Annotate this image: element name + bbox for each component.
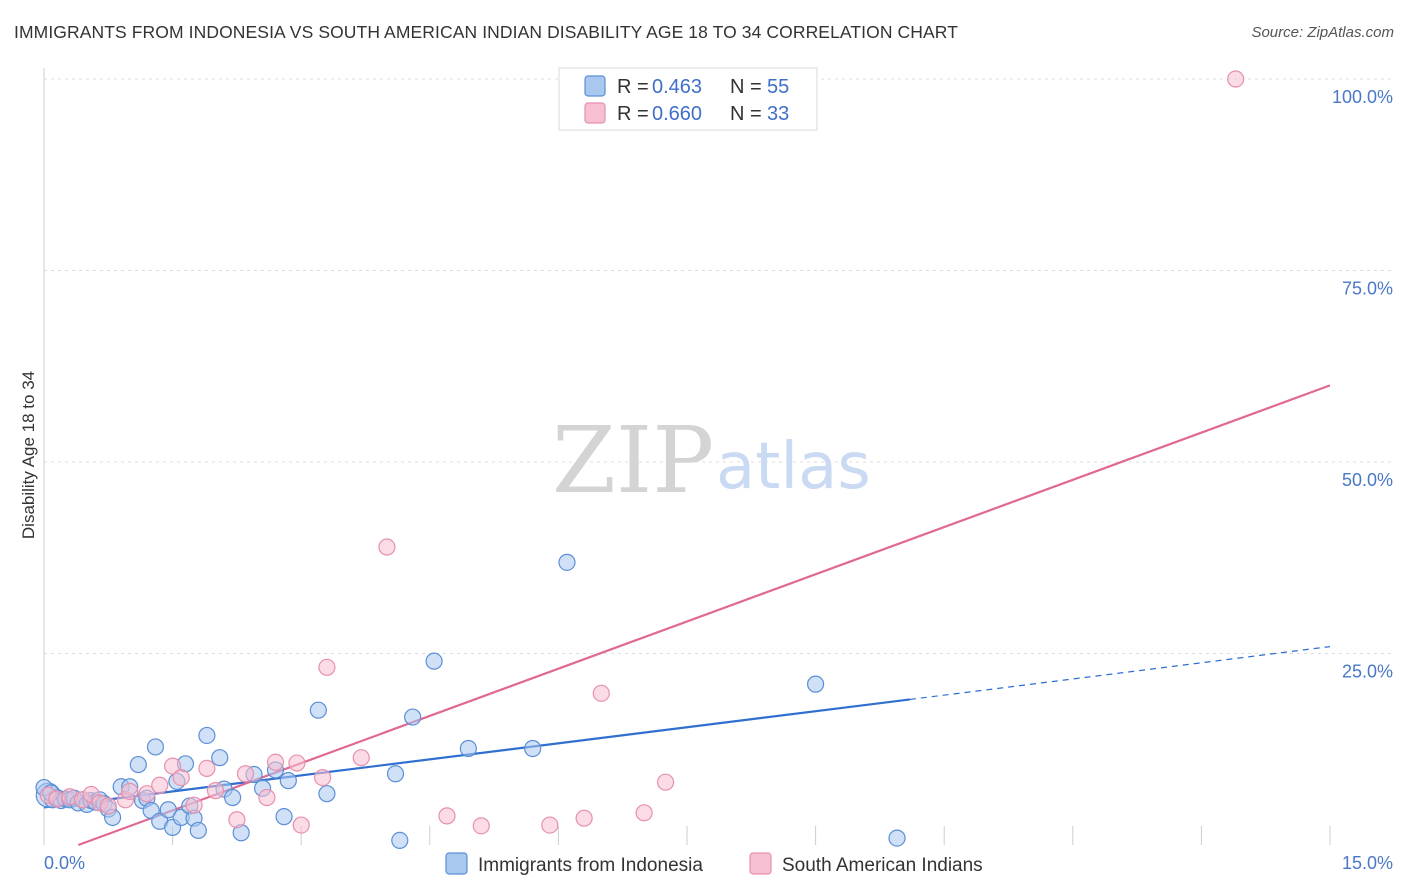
- trend-line-south-american-indian: [77, 384, 1331, 847]
- point-south-american-indian: [292, 816, 310, 834]
- bottom-legend-swatch-pink: [749, 852, 772, 875]
- point-south-american-indian: [99, 797, 117, 815]
- bottom-legend-swatch-blue: [445, 852, 468, 875]
- legend-n-value-pink: 33: [767, 103, 789, 125]
- x-tick-label-end: 15.0%: [1342, 853, 1393, 873]
- point-south-american-indian: [138, 785, 156, 803]
- watermark: ZIP atlas: [552, 407, 871, 514]
- y-tick-label: 50.0%: [1342, 470, 1393, 490]
- point-indonesia: [146, 738, 165, 756]
- point-indonesia: [318, 785, 336, 803]
- legend-r-value-pink: 0.660: [652, 103, 702, 125]
- legend-r-label-pink: R =: [617, 103, 649, 125]
- point-south-american-indian: [378, 538, 396, 556]
- bottom-legend-label-pink: South American Indians: [782, 855, 983, 876]
- axes: [43, 68, 1331, 845]
- point-south-american-indian: [635, 804, 653, 822]
- point-indonesia: [391, 831, 409, 850]
- bottom-legend: Immigrants from Indonesia South American…: [445, 852, 983, 876]
- legend-r-value-blue: 0.463: [652, 76, 702, 98]
- point-south-american-indian: [288, 754, 306, 772]
- point-south-american-indian: [575, 809, 593, 827]
- point-indonesia: [189, 821, 207, 840]
- legend-n-label-blue: N =: [730, 76, 762, 98]
- point-indonesia: [806, 675, 825, 693]
- point-indonesia: [524, 739, 542, 758]
- point-indonesia: [404, 708, 422, 726]
- point-indonesia: [279, 772, 297, 790]
- y-axis-label: Disability Age 18 to 34: [19, 371, 38, 539]
- legend-n-value-blue: 55: [767, 76, 789, 98]
- bottom-legend-label-blue: Immigrants from Indonesia: [478, 855, 703, 876]
- point-south-american-indian: [472, 817, 490, 835]
- gridlines: [44, 78, 1394, 654]
- legend-box: R = 0.463 N = 55 R = 0.660 N = 33: [558, 67, 818, 131]
- y-tick-label: 75.0%: [1342, 279, 1393, 299]
- point-south-american-indian: [206, 782, 225, 800]
- point-south-american-indian: [236, 765, 255, 783]
- trend-lines: [43, 384, 1331, 847]
- source-label: Source: ZipAtlas.com: [1251, 24, 1394, 41]
- point-indonesia: [309, 701, 327, 719]
- x-tick-label-start: 0.0%: [44, 853, 85, 873]
- point-south-american-indian: [121, 782, 139, 800]
- point-south-american-indian: [314, 768, 332, 787]
- legend-n-label-pink: N =: [730, 103, 762, 125]
- point-indonesia: [129, 755, 147, 774]
- point-indonesia: [275, 808, 293, 826]
- point-south-american-indian: [656, 773, 675, 791]
- point-south-american-indian: [352, 749, 370, 767]
- legend-swatch-blue: [584, 75, 606, 97]
- watermark-zip: ZIP: [552, 407, 714, 514]
- point-indonesia: [888, 829, 906, 847]
- point-indonesia: [425, 652, 443, 670]
- point-indonesia: [224, 788, 242, 807]
- point-south-american-indian: [228, 811, 246, 829]
- point-indonesia: [386, 765, 405, 783]
- point-indonesia: [558, 553, 576, 571]
- point-south-american-indian: [198, 759, 216, 778]
- point-indonesia: [159, 801, 177, 819]
- watermark-atlas: atlas: [716, 430, 871, 504]
- chart-title: IMMIGRANTS FROM INDONESIA VS SOUTH AMERI…: [14, 22, 959, 42]
- point-south-american-indian: [172, 768, 190, 787]
- point-indonesia: [198, 726, 216, 745]
- point-south-american-indian: [266, 753, 285, 771]
- point-south-american-indian: [592, 684, 610, 702]
- y-tick-label: 100.0%: [1332, 87, 1393, 107]
- point-south-american-indian: [438, 807, 456, 825]
- point-south-american-indian: [151, 776, 169, 794]
- legend-r-label-blue: R =: [617, 76, 649, 98]
- point-south-american-indian: [185, 796, 203, 814]
- legend-swatch-pink: [584, 102, 606, 124]
- point-indonesia: [459, 739, 477, 758]
- tick-labels: 25.0% 50.0% 75.0% 100.0% 0.0% 15.0%: [44, 87, 1393, 873]
- trend-line-indonesia-extension: [909, 646, 1331, 701]
- point-south-american-indian: [1227, 70, 1245, 88]
- point-south-american-indian: [541, 816, 559, 834]
- trend-line-indonesia: [43, 698, 911, 809]
- point-indonesia: [211, 749, 229, 767]
- y-tick-label: 25.0%: [1342, 662, 1393, 682]
- data-points: [35, 70, 1245, 850]
- point-south-american-indian: [258, 788, 276, 807]
- point-south-american-indian: [164, 757, 182, 775]
- point-south-american-indian: [318, 658, 336, 676]
